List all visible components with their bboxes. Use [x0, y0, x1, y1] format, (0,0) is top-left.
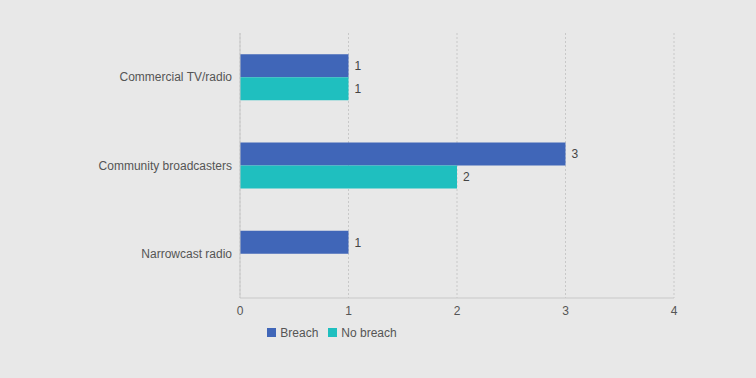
svg-text:1: 1 — [355, 59, 362, 73]
svg-text:1: 1 — [345, 304, 352, 318]
svg-text:1: 1 — [355, 82, 362, 96]
svg-text:2: 2 — [454, 304, 461, 318]
svg-text:1: 1 — [355, 236, 362, 250]
svg-text:3: 3 — [562, 304, 569, 318]
svg-text:Community broadcasters: Community broadcasters — [99, 159, 232, 173]
svg-text:3: 3 — [572, 147, 579, 161]
svg-text:4: 4 — [671, 304, 678, 318]
svg-text:0: 0 — [237, 304, 244, 318]
svg-text:2: 2 — [463, 170, 470, 184]
html-text:Breach: Breach — [280, 326, 319, 340]
svg-text:Commercial TV/radio: Commercial TV/radio — [120, 70, 233, 84]
html-text:No breach: No breach — [341, 326, 397, 340]
svg-text:Narrowcast radio: Narrowcast radio — [141, 247, 232, 261]
